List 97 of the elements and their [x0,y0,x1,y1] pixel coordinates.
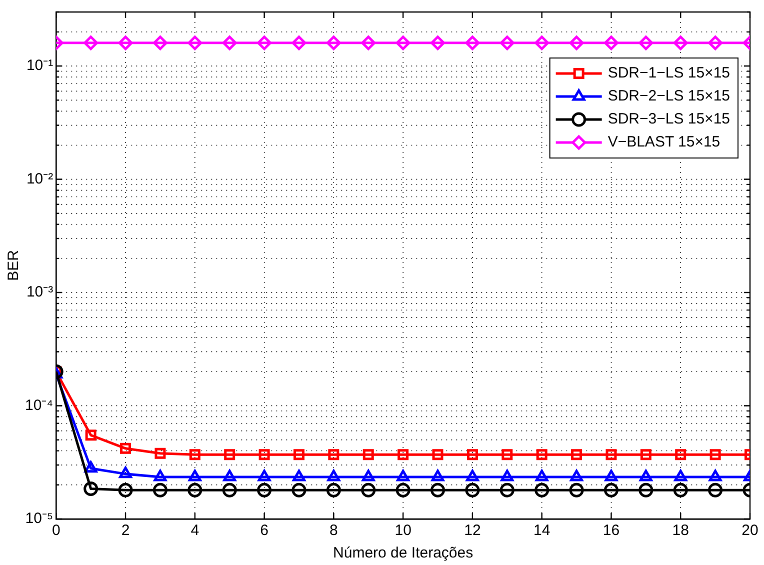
point [361,482,376,498]
y-tick-label: 10⁻² [26,170,54,188]
point [534,482,550,498]
point [431,470,444,482]
point [328,449,340,460]
point [673,482,688,498]
point [430,482,446,498]
point [257,36,272,50]
point [84,36,98,50]
point [293,449,304,460]
point [224,449,236,460]
legend-label: SDR−1−LS 15×15 [608,64,730,82]
point [257,482,272,498]
point [85,430,96,441]
point [430,36,446,50]
point [119,466,132,478]
point [465,36,480,50]
x-tick-label: 0 [52,522,60,540]
point [640,449,652,460]
point [570,470,583,482]
point [500,482,514,498]
point [604,482,618,498]
point [327,470,340,482]
y-tick-label: 10⁻⁴ [24,396,54,414]
point [708,36,723,50]
point [466,470,479,482]
point [500,36,514,50]
x-tick-label: 2 [121,522,130,540]
point [500,470,514,482]
point [638,482,654,498]
point [675,449,686,460]
point [673,36,688,50]
y-tick-label: 10⁻¹ [26,57,54,74]
point [154,448,166,459]
point [710,449,721,460]
point [396,482,410,498]
point [118,482,133,498]
legend-label: SDR−3−LS 15×15 [608,110,730,128]
point [326,482,341,498]
point [571,449,582,460]
point [84,481,98,496]
x-tick-label: 4 [190,522,200,540]
x-tick-label: 6 [260,522,268,540]
point [223,470,236,482]
point [118,36,133,50]
x-tick-label: 14 [533,522,550,540]
point [222,482,237,498]
y-tick-label: 10⁻³ [26,284,54,301]
point [362,470,375,482]
x-tick-label: 10 [394,522,412,540]
y-axis-title: BER [5,250,22,281]
y-tick-label: 10⁻⁵ [25,510,54,528]
point [188,470,202,482]
point [292,36,306,50]
x-axis-title: Número de Iterações [333,544,474,562]
x-tick-label: 20 [742,522,758,540]
point [432,449,444,460]
point [189,449,200,460]
point [674,470,688,482]
x-tick-label: 12 [464,522,481,540]
x-tick-label: 8 [330,522,338,540]
point [398,449,409,460]
point [152,482,168,498]
point [502,449,513,460]
point [361,36,376,50]
x-tick-label: 16 [602,522,620,540]
point [396,470,410,482]
x-tick-label: 18 [672,522,689,540]
point [152,36,168,50]
point [188,36,202,50]
legend-label: V−BLAST 15×15 [608,134,720,151]
point [569,482,584,498]
point [326,36,341,50]
point [638,36,654,50]
point [120,442,132,454]
point [708,470,722,482]
point [465,482,480,498]
point [569,36,584,50]
point [222,36,237,50]
point [292,470,306,482]
point [362,449,374,460]
point [639,470,652,482]
point [708,482,723,498]
point [535,470,548,482]
point [154,470,167,482]
point [188,482,202,498]
point [534,36,550,50]
point [292,482,306,498]
legend-label: SDR−2−LS 15×15 [608,88,730,105]
point [606,449,617,460]
point [604,470,618,482]
point [536,449,548,460]
point [258,470,271,482]
point [396,36,410,50]
point [466,449,478,460]
point [604,36,618,50]
point [258,449,270,460]
